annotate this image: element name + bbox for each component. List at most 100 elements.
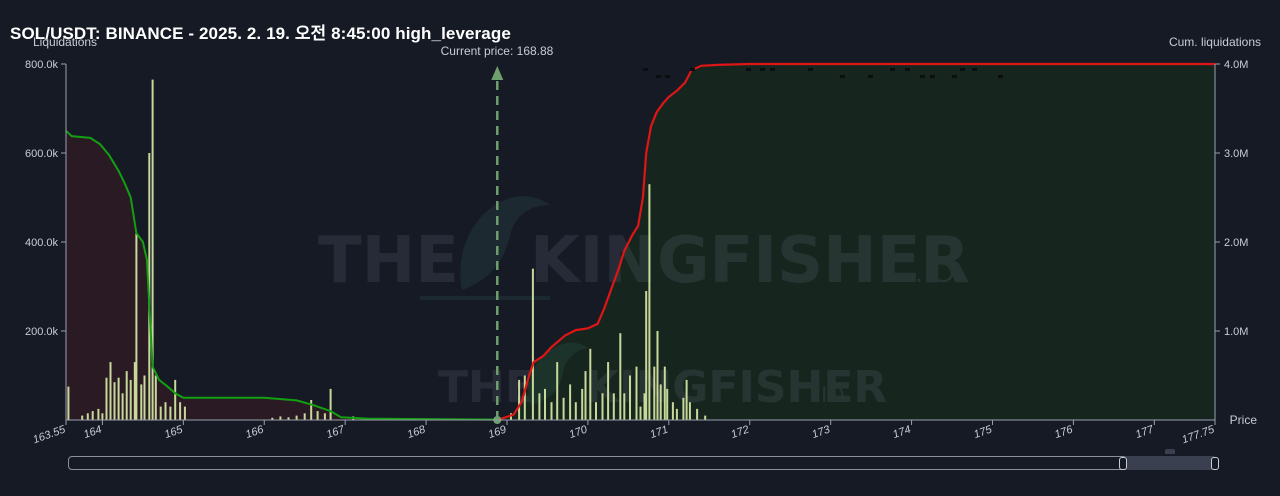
left-axis-tick-label: 200.0k — [25, 326, 59, 338]
liquidation-bar — [97, 408, 100, 420]
liquidation-bar — [179, 402, 182, 420]
liquidation-bar — [310, 400, 313, 420]
zoom-handle-right[interactable] — [1211, 457, 1219, 470]
liquidation-bar — [569, 384, 572, 420]
top-marker — [920, 75, 925, 78]
liquidation-bar — [607, 362, 610, 420]
top-marker — [643, 68, 648, 71]
x-axis-tick-label: 173 — [810, 423, 832, 441]
zoom-slider-grip-icon[interactable] — [1165, 449, 1175, 454]
liquidation-bar — [623, 393, 626, 420]
liquidation-bar — [675, 408, 678, 420]
liquidation-bar — [544, 388, 546, 420]
liquidation-bar — [531, 268, 534, 420]
x-axis-tick-label: 163.55 — [31, 423, 68, 446]
liquidation-bar — [159, 406, 162, 420]
liquidation-bar — [86, 413, 89, 420]
liquidation-bar — [323, 413, 326, 420]
liquidation-bar — [581, 388, 584, 420]
top-marker — [808, 68, 813, 71]
top-marker — [770, 68, 775, 71]
liquidation-bar — [612, 393, 615, 420]
x-axis-tick-label: 170 — [568, 423, 590, 441]
left-axis-tick-label: 400.0k — [25, 237, 59, 249]
liquidation-bar — [169, 406, 172, 420]
current-price-arrow-icon — [491, 66, 504, 80]
liquidation-bar — [101, 413, 104, 420]
liquidation-bar — [619, 333, 622, 420]
liquidation-bar — [643, 393, 646, 420]
x-axis-tick-label: 171 — [648, 424, 669, 442]
liquidation-bar — [589, 348, 592, 420]
liquidation-bar — [704, 415, 707, 420]
x-axis-tick-label: 176 — [1053, 423, 1075, 441]
liquidation-bar — [154, 375, 157, 420]
liquidation-bar — [81, 415, 84, 420]
liquidation-bar — [685, 379, 688, 420]
liquidation-bar — [671, 402, 674, 420]
liquidation-bar — [67, 386, 70, 420]
liquidation-bar — [562, 397, 565, 421]
liquidation-bar — [538, 393, 541, 420]
liquidation-bar — [645, 291, 648, 420]
liquidation-bar — [143, 375, 146, 420]
liquidation-bar — [151, 79, 154, 420]
short-liquidation-area — [497, 64, 1216, 420]
liquidation-bar — [295, 415, 298, 420]
liquidation-bar — [601, 393, 604, 420]
zoom-slider-window[interactable] — [1119, 449, 1219, 470]
liquidation-bar — [523, 375, 526, 420]
top-marker — [972, 68, 977, 71]
liquidation-bar — [635, 366, 638, 420]
liquidation-bar — [174, 379, 177, 420]
x-axis-tick-label: 169 — [487, 424, 508, 442]
top-marker — [890, 68, 895, 71]
x-axis-tick-label: 175 — [972, 423, 994, 441]
right-axis-tick-label: 1.0M — [1224, 326, 1248, 338]
kingfisher-bird-small-icon — [528, 342, 588, 405]
top-marker — [690, 68, 695, 71]
watermark-small-text-right: KINGFISHER — [585, 362, 887, 413]
liquidation-bar — [135, 233, 138, 420]
liquidation-bar — [287, 417, 290, 420]
long-liquidation-area — [66, 130, 498, 421]
x-axis-tick-label: 165 — [163, 423, 185, 441]
top-marker — [998, 75, 1003, 78]
top-marker — [665, 75, 670, 78]
liquidation-bar — [688, 402, 691, 420]
liquidation-bar — [639, 406, 642, 420]
liquidation-bar — [303, 413, 306, 420]
top-marker — [746, 68, 751, 71]
x-axis-tick-label: 172 — [729, 424, 750, 442]
liquidation-bar — [164, 402, 167, 420]
liquidation-bar — [682, 397, 685, 421]
kingfisher-bird-icon — [460, 196, 550, 290]
x-axis-tick-label: 177 — [1134, 423, 1156, 441]
zoom-slider[interactable] — [68, 449, 1219, 470]
zoom-handle-left[interactable] — [1119, 457, 1127, 470]
liquidation-bar — [109, 362, 112, 420]
liquidation-bar — [574, 402, 577, 420]
top-marker — [656, 75, 661, 78]
liquidation-bar — [117, 377, 120, 420]
x-axis-tick-label: 166 — [244, 423, 266, 441]
top-marker — [868, 75, 873, 78]
liquidation-bar — [653, 366, 656, 420]
liquidation-bar — [133, 362, 136, 420]
watermark-text-right: KINGFISHER — [530, 224, 970, 298]
liquidation-bar — [125, 371, 128, 420]
liquidation-bar — [648, 184, 651, 420]
liquidation-bar — [140, 384, 143, 420]
liquidation-bar — [183, 406, 186, 420]
left-axis-tick-label: 800.0k — [25, 59, 59, 71]
liquidation-bar — [91, 411, 94, 420]
liquidation-bar — [659, 384, 662, 420]
liquidation-bar — [629, 375, 631, 420]
liquidation-bar — [556, 362, 559, 420]
top-marker — [930, 75, 935, 78]
top-marker — [905, 68, 910, 71]
watermark: THE KINGFISHER .IO THE KINGFISHER .IO — [318, 196, 970, 413]
top-marker — [960, 68, 965, 71]
